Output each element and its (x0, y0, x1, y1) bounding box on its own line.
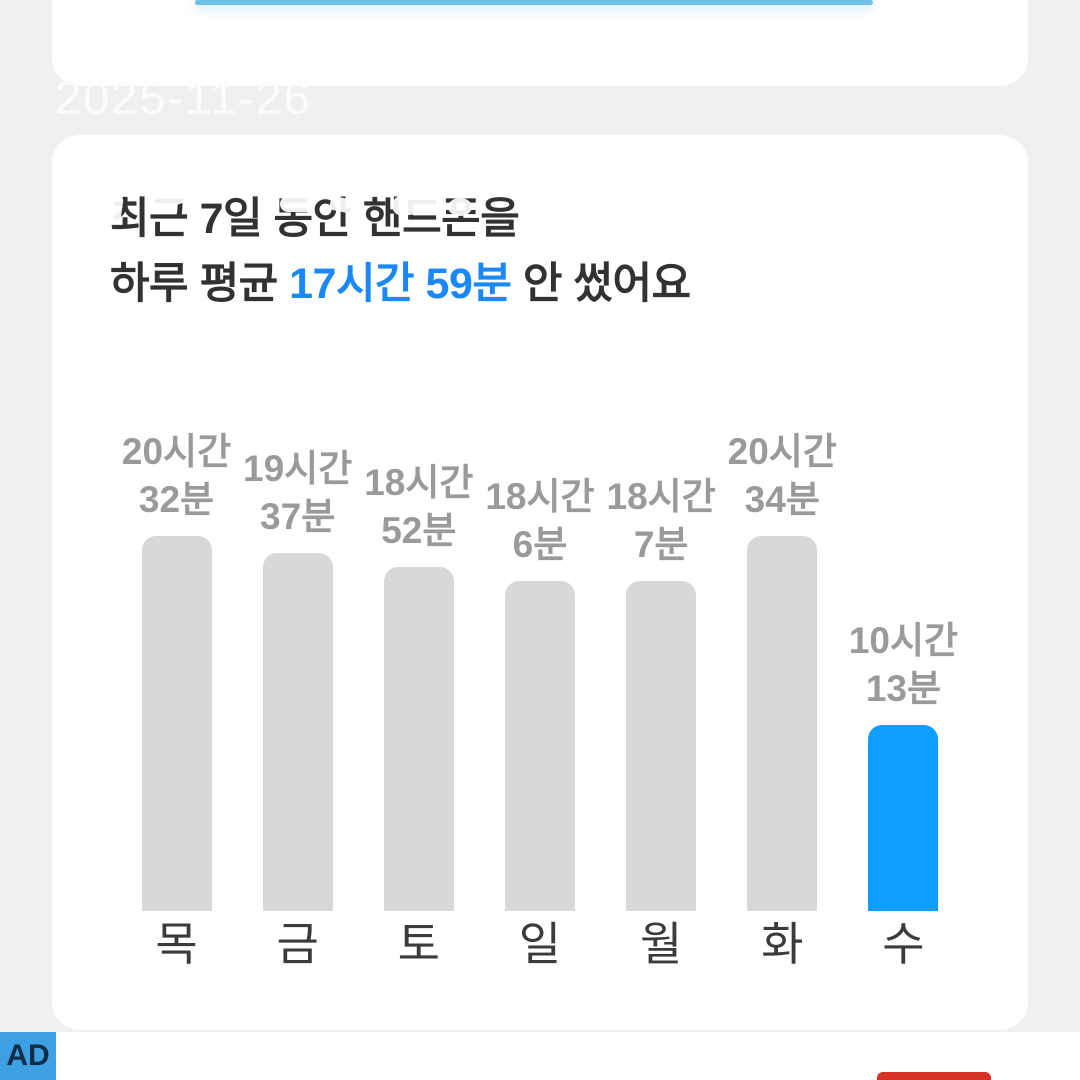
bar-value-minutes: 32분 (138, 479, 215, 520)
bar-chart: 20시간 32분 목 19시간 37분 금 18시간 52분 토 18시간 6분… (116, 371, 964, 971)
bar-value-label: 18시간 7분 (607, 473, 716, 569)
accent-line (195, 0, 873, 5)
watermark-overlay-fragment (280, 196, 314, 212)
day-label: 화 (761, 918, 804, 970)
day-label: 월 (639, 918, 683, 970)
day-label: 토 (397, 918, 440, 970)
day-label: 수 (882, 918, 925, 970)
bar-value-minutes: 37분 (260, 496, 336, 537)
chart-column: 18시간 6분 일 (479, 371, 600, 971)
day-label: 금 (276, 918, 319, 970)
day-label: 목 (155, 918, 198, 970)
ad-red-button[interactable] (877, 1072, 991, 1080)
bar-value-label: 20시간 32분 (122, 428, 231, 524)
bar-value-label: 18시간 6분 (485, 473, 594, 569)
usage-bar (383, 567, 454, 911)
bar-value-hours: 18시간 (364, 462, 474, 503)
chart-column: 18시간 52분 토 (358, 371, 479, 971)
chart-column: 20시간 32분 목 (116, 371, 237, 971)
bar-value-hours: 10시간 (848, 620, 959, 661)
bar-value-minutes: 52분 (381, 510, 457, 551)
bar-value-label: 19시간 37분 (243, 445, 352, 541)
bar-value-hours: 20시간 (121, 431, 232, 472)
usage-bar (868, 725, 939, 911)
bar-value-label: 10시간 13분 (849, 617, 958, 713)
chart-column: 18시간 7분 월 (601, 371, 722, 971)
bar-value-hours: 19시간 (243, 448, 353, 489)
day-label: 일 (518, 918, 562, 970)
bar-value-minutes: 34분 (744, 479, 820, 520)
usage-bar (262, 553, 333, 911)
top-card (52, 0, 1028, 86)
usage-report-card: 최근 7일 동안 핸드폰을 하루 평균 17시간 59분 안 썼어요 20시간 … (52, 135, 1028, 1030)
report-title-line2-suffix: 안 썼어요 (511, 260, 691, 308)
bar-value-hours: 20시간 (727, 431, 837, 472)
report-title-line2-prefix: 하루 평균 (110, 260, 290, 308)
watermark-overlay-fragment (448, 198, 472, 216)
bar-value-minutes: 6분 (512, 524, 568, 565)
usage-bar (626, 581, 697, 911)
chart-column: 20시간 34분 화 (722, 371, 843, 971)
bar-value-minutes: 7분 (633, 524, 689, 565)
chart-column: 19시간 37분 금 (237, 371, 358, 971)
report-title-line2: 하루 평균 17시간 59분 안 썼어요 (110, 252, 691, 317)
bar-value-hours: 18시간 (606, 476, 716, 517)
usage-bar (141, 536, 212, 911)
bar-value-label: 20시간 34분 (728, 428, 837, 524)
ad-banner[interactable]: AD (0, 1032, 1080, 1080)
chart-column: 10시간 13분 수 (843, 371, 964, 971)
report-title-highlight: 17시간 59분 (289, 260, 512, 308)
usage-bar (504, 581, 575, 911)
bar-value-minutes: 13분 (865, 668, 942, 709)
usage-bar (747, 536, 818, 911)
bar-value-label: 18시간 52분 (364, 459, 473, 555)
ad-badge: AD (0, 1032, 56, 1080)
bar-value-hours: 18시간 (485, 476, 595, 517)
watermark-date: 2025-11-26 (55, 71, 312, 124)
